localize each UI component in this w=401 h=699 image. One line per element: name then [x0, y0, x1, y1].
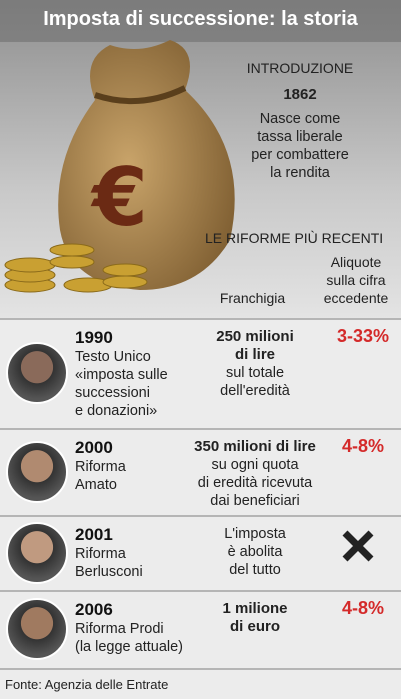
svg-text:€: € — [90, 151, 148, 244]
text-line: di lire — [234, 346, 275, 363]
text-line: Riforma — [75, 546, 126, 562]
year: 2000 — [75, 438, 113, 457]
portrait — [6, 521, 68, 584]
portrait — [6, 440, 68, 503]
text-line: successioni — [75, 385, 150, 401]
portrait — [6, 342, 68, 404]
text-line: «imposta sulle — [75, 367, 168, 383]
text-line: eccedente — [323, 290, 389, 306]
row-divider — [0, 428, 401, 430]
section-heading: LE RIFORME PIÙ RECENTI — [205, 230, 384, 246]
row-divider — [0, 318, 401, 320]
aliquota: 3-33% — [336, 326, 390, 346]
franchigia: L'imposta è abolita del tutto — [175, 525, 335, 579]
text-line: di euro — [229, 618, 280, 635]
text-line: 250 milioni — [216, 328, 294, 345]
text-line: è abolita — [227, 544, 283, 560]
text-line: Nasce come — [259, 111, 341, 127]
text-line: su ogni quota — [211, 457, 299, 473]
text-line: (la legge attuale) — [75, 639, 184, 655]
franchigia: 1 milione di euro — [175, 600, 335, 636]
text-line: dell'eredità — [220, 383, 290, 399]
column-header: Franchigia — [219, 290, 286, 306]
text-line: 1 milione — [222, 600, 288, 617]
franchigia: 250 milioni di lire sul totale dell'eredità — [175, 328, 335, 400]
description: Testo Unico «imposta sulle successioni e do… — [75, 348, 168, 420]
source: Fonte: Agenzia delle Entrate — [5, 677, 169, 692]
row-divider — [0, 515, 401, 517]
aliquota: 4-8% — [341, 436, 385, 456]
abolished-icon — [342, 530, 374, 562]
photo: € — [0, 0, 401, 320]
description: Riforma Berlusconi — [75, 545, 143, 581]
row-divider — [0, 590, 401, 592]
column-header: Aliquote sulla cifra eccedente — [310, 253, 401, 307]
text-line: e donazioni» — [75, 403, 158, 419]
year: 1990 — [75, 328, 113, 347]
description: Riforma Amato — [75, 458, 126, 494]
portrait — [6, 598, 68, 660]
text-line: Testo Unico — [75, 349, 151, 365]
text-line: Amato — [75, 477, 117, 493]
intro-year: 1862 — [283, 86, 317, 103]
year: 2006 — [75, 600, 113, 619]
aliquota: 4-8% — [341, 598, 385, 618]
text-line: del tutto — [229, 562, 281, 578]
text-line: la rendita — [270, 165, 330, 181]
text-line: L'imposta — [224, 526, 286, 542]
intro-label: INTRODUZIONE — [246, 60, 354, 76]
text-line: Aliquote — [330, 254, 382, 270]
text-line: sul totale — [225, 365, 285, 381]
text-line: 350 milioni di lire — [194, 438, 316, 455]
text-line: di eredità ricevuta — [197, 475, 313, 491]
franchigia: 350 milioni di lire su ogni quota di eredi… — [175, 438, 335, 510]
text-line: per combattere — [251, 147, 349, 163]
text-line: sulla cifra — [326, 272, 386, 288]
title: Imposta di successione: la storia — [43, 8, 358, 30]
text-line: tassa liberale — [257, 129, 343, 145]
text-line: Riforma — [75, 459, 126, 475]
intro-text: Nasce come tassa liberale per combattere la… — [220, 110, 380, 182]
text-line: dai beneficiari — [210, 493, 300, 509]
row-divider — [0, 668, 401, 670]
year: 2001 — [75, 525, 113, 544]
text-line: Berlusconi — [75, 564, 143, 580]
description: Riforma Prodi (la legge attuale) — [75, 620, 183, 656]
text-line: Riforma Prodi — [75, 621, 164, 637]
